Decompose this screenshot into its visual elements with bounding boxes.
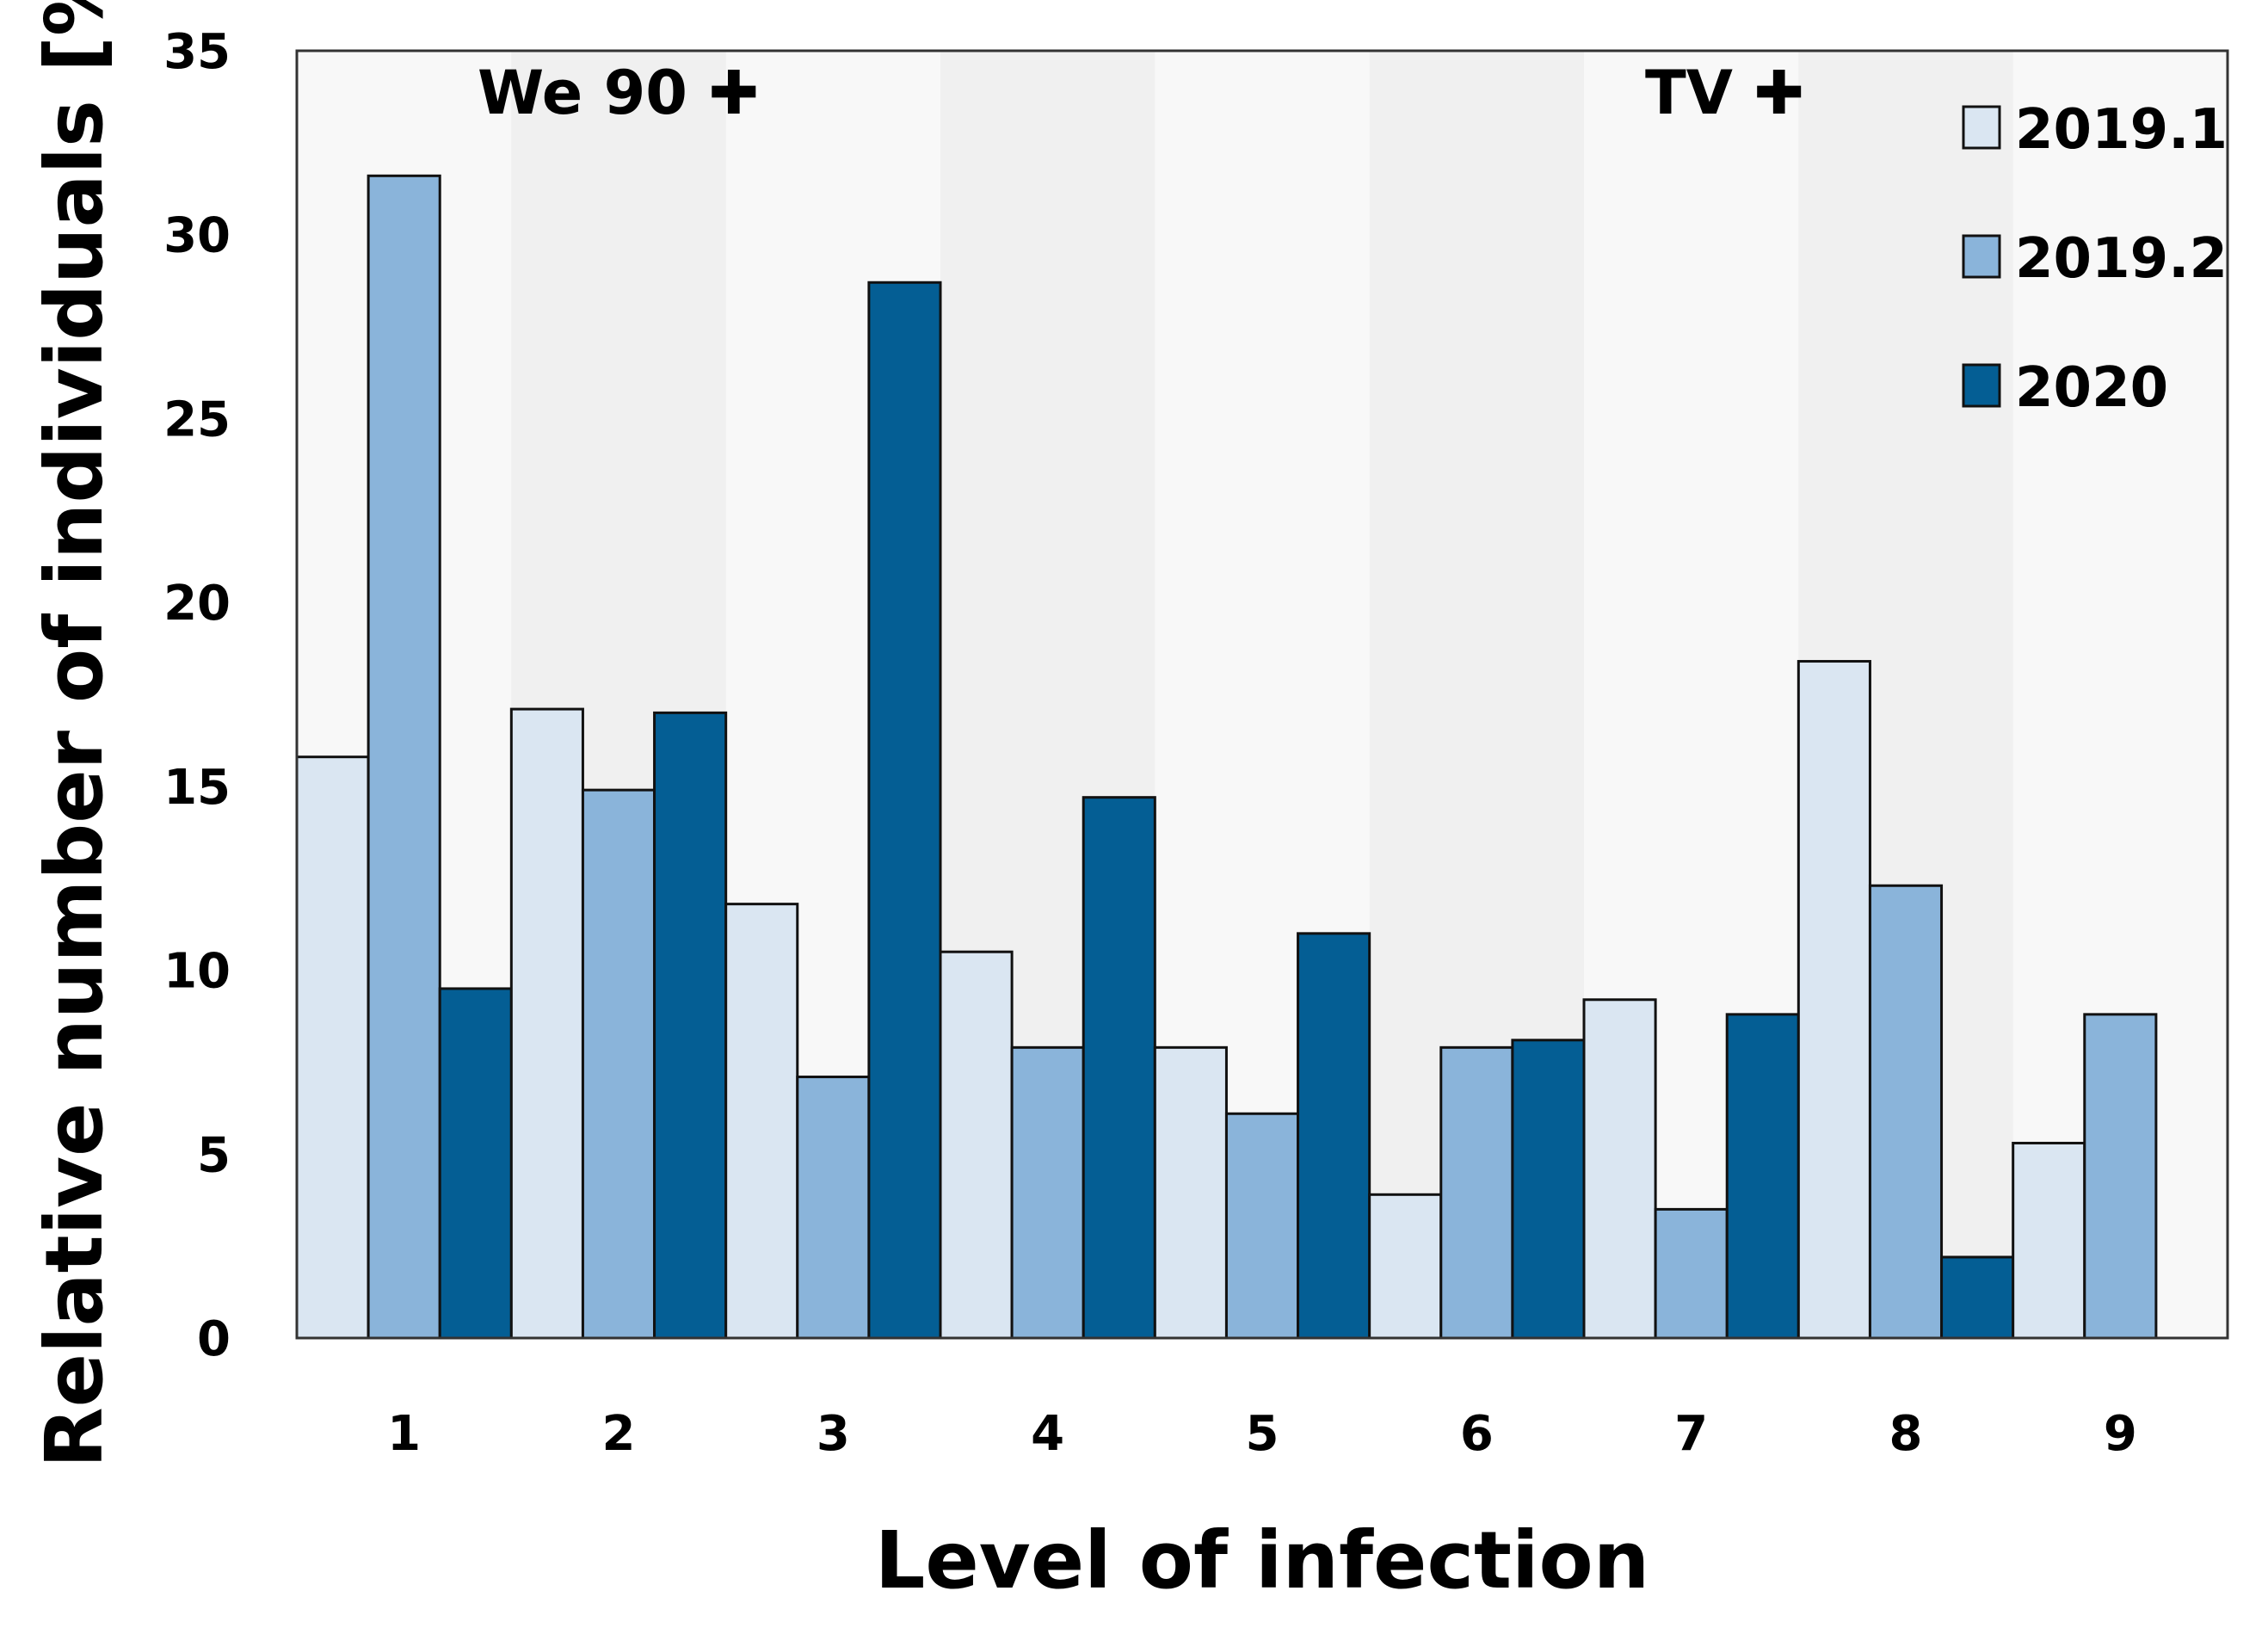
legend-label: 2020 bbox=[2015, 356, 2168, 420]
bar-2020-level-5 bbox=[1297, 932, 1371, 1340]
bar-2019.1-level-2 bbox=[509, 707, 584, 1340]
bar-2019.1-level-3 bbox=[724, 903, 799, 1340]
bars bbox=[295, 174, 2158, 1340]
bar-2020-level-4 bbox=[1082, 796, 1156, 1340]
bar-2019.1-level-1 bbox=[295, 755, 370, 1340]
bar-2019.2-level-1 bbox=[367, 174, 441, 1340]
bar-2019.1-level-7 bbox=[1582, 998, 1657, 1340]
x-tick-label: 6 bbox=[1460, 1406, 1494, 1462]
bar-2019.2-level-9 bbox=[2083, 1013, 2158, 1340]
legend-swatch bbox=[1962, 363, 2001, 408]
bar-2019.1-level-5 bbox=[1153, 1045, 1228, 1340]
bar-2019.2-level-5 bbox=[1224, 1112, 1300, 1340]
bar-2019.2-level-8 bbox=[1868, 884, 1944, 1340]
bar-2020-level-2 bbox=[653, 711, 728, 1340]
y-tick-label: 0 bbox=[197, 1311, 231, 1367]
bar-2019.2-level-7 bbox=[1654, 1207, 1729, 1340]
y-axis-ticks: 0 5 10 15 20 25 30 35 bbox=[163, 24, 231, 1367]
legend: 2019.1 2019.2 2020 bbox=[1962, 98, 2228, 420]
legend-swatch bbox=[1962, 234, 2001, 279]
x-tick-label: 4 bbox=[1031, 1406, 1064, 1462]
y-tick-label: 30 bbox=[163, 208, 231, 264]
legend-label: 2019.1 bbox=[2015, 98, 2228, 162]
bar-2020-level-8 bbox=[1940, 1255, 2015, 1340]
bar-2019.1-level-8 bbox=[1797, 660, 1871, 1340]
y-tick-label: 35 bbox=[163, 24, 231, 80]
bar-2019.2-level-3 bbox=[796, 1076, 871, 1340]
bar-2019.1-level-4 bbox=[939, 950, 1014, 1340]
legend-label: 2019.2 bbox=[2015, 227, 2228, 291]
x-tick-label: 9 bbox=[2104, 1406, 2137, 1462]
bar-2019.2-level-4 bbox=[1010, 1045, 1085, 1340]
y-axis-title: Relative number of individuals [%] bbox=[28, 0, 120, 1468]
y-tick-label: 10 bbox=[163, 944, 231, 1000]
plot-frame bbox=[295, 49, 2229, 1340]
x-tick-label: 2 bbox=[602, 1406, 636, 1462]
x-tick-label: 3 bbox=[817, 1406, 850, 1462]
bar-2019.1-level-9 bbox=[2012, 1141, 2086, 1340]
y-tick-label: 20 bbox=[163, 576, 231, 632]
y-tick-label: 5 bbox=[197, 1127, 231, 1183]
x-tick-label: 5 bbox=[1246, 1406, 1279, 1462]
y-tick-label: 15 bbox=[163, 760, 231, 816]
legend-swatch bbox=[1962, 105, 2001, 150]
bar-2020-level-1 bbox=[438, 987, 513, 1340]
x-axis-title: Level of infection bbox=[875, 1514, 1649, 1606]
bar-2019.2-level-2 bbox=[581, 788, 656, 1340]
bar-2019.1-level-6 bbox=[1368, 1193, 1443, 1340]
x-axis-ticks: 1 2 3 4 5 6 7 8 9 bbox=[387, 1406, 2137, 1462]
bar-2020-level-6 bbox=[1511, 1039, 1586, 1340]
x-tick-label: 1 bbox=[387, 1406, 421, 1462]
bar-2020-level-3 bbox=[867, 281, 942, 1340]
bar-2019.2-level-6 bbox=[1439, 1045, 1514, 1340]
annotation-we90: We 90 ✚ bbox=[478, 58, 759, 128]
x-tick-label: 8 bbox=[1889, 1406, 1923, 1462]
annotation-tv: TV ✚ bbox=[1645, 58, 1804, 128]
x-tick-label: 7 bbox=[1674, 1406, 1708, 1462]
bar-2020-level-7 bbox=[1725, 1013, 1800, 1340]
y-tick-label: 25 bbox=[163, 392, 231, 447]
